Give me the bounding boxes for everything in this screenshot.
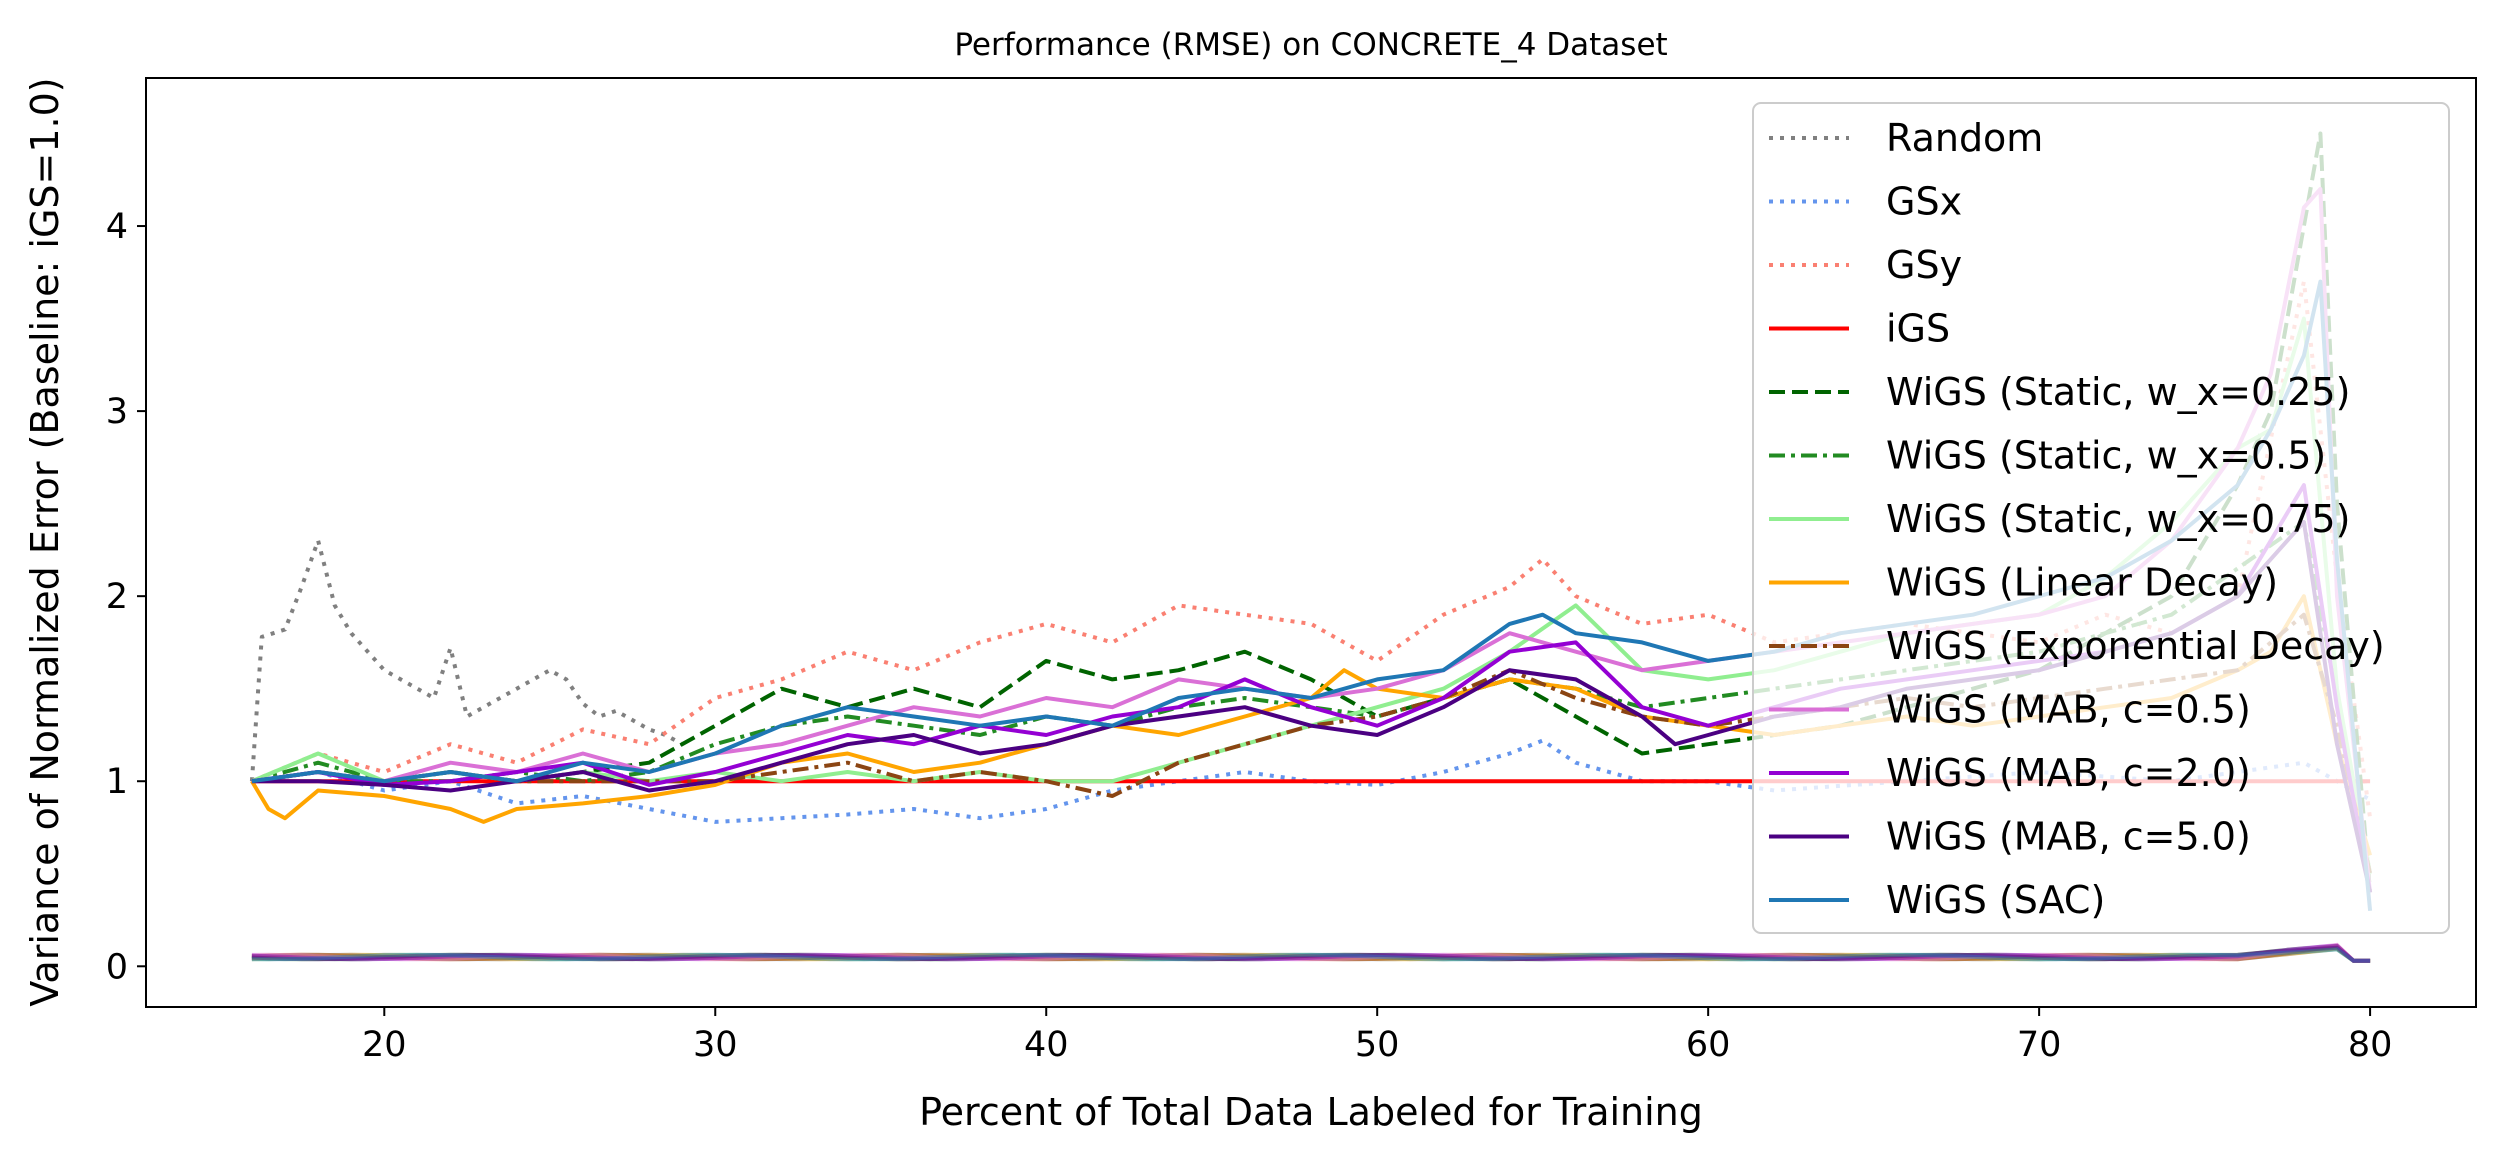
variance-band-line [251, 946, 2371, 963]
variance-band-line [251, 947, 2371, 963]
legend-label: WiGS (SAC) [1886, 878, 2105, 922]
legend-label: GSy [1886, 243, 1962, 287]
legend-label: WiGS (MAB, c=5.0) [1886, 815, 2251, 859]
legend-label: WiGS (MAB, c=2.0) [1886, 751, 2251, 795]
y-tick-label: 3 [106, 392, 128, 432]
y-axis-label: Variance of Normalized Error (Baseline: … [23, 77, 67, 1006]
x-tick-label: 20 [362, 1025, 407, 1065]
x-tick-label: 50 [1355, 1025, 1400, 1065]
y-axis-ticks: 0 1 2 3 4 [106, 207, 146, 987]
legend-label: GSx [1886, 180, 1962, 224]
variance-band-line [251, 947, 2371, 963]
legend-box [1752, 102, 2450, 934]
legend-label: Random [1886, 116, 2043, 160]
plot-frame [145, 77, 2477, 1008]
variance-band-line [251, 942, 2371, 963]
variance-band-line [251, 946, 2371, 963]
y-tick-label: 0 [106, 947, 128, 987]
legend-label: WiGS (Static, w_x=0.25) [1886, 370, 2350, 414]
x-tick-label: 60 [1686, 1025, 1731, 1065]
legend-label: iGS [1886, 307, 1950, 351]
legend-label: WiGS (Static, w_x=0.75) [1886, 497, 2350, 541]
variance-band-line [251, 943, 2371, 963]
variance-band-line [251, 945, 2371, 963]
legend: Random GSx GSy iGS WiGS (Static, w_x=0.25) Wi… [1752, 102, 2450, 934]
y-tick-label: 4 [106, 207, 128, 247]
legend-label: WiGS (Static, w_x=0.5) [1886, 434, 2326, 478]
x-tick-label: 70 [2017, 1025, 2062, 1065]
y-tick-label: 2 [106, 577, 128, 617]
variance-band-line [251, 947, 2371, 963]
variance-band-line [251, 945, 2371, 963]
variance-band-line [251, 943, 2371, 963]
x-tick-label: 30 [693, 1025, 738, 1065]
variance-band-line [251, 943, 2371, 963]
legend-label: WiGS (MAB, c=0.5) [1886, 688, 2251, 732]
x-axis-ticks: 20 30 40 50 60 70 80 [362, 1007, 2392, 1065]
x-axis-label: Percent of Total Data Labeled for Traini… [919, 1090, 1703, 1134]
variance-band-line [251, 944, 2371, 963]
legend-label: WiGS (Exponential Decay) [1886, 624, 2385, 668]
y-tick-label: 1 [106, 762, 128, 802]
variance-bands [251, 942, 2371, 963]
x-tick-label: 40 [1024, 1025, 1069, 1065]
x-tick-label: 80 [2348, 1025, 2393, 1065]
legend-label: WiGS (Linear Decay) [1886, 561, 2278, 605]
chart-title: Performance (RMSE) on CONCRETE_4 Dataset [954, 27, 1667, 63]
